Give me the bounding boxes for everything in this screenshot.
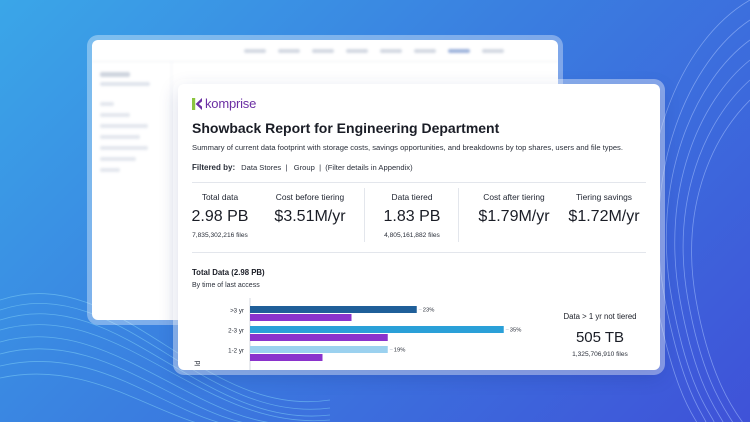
metric-subtext: 7,835,302,216 files [192,232,248,239]
metric-cost-before-tiering: Cost before tiering $3.51M/yr [264,192,356,232]
chart-category-label: 2-3 yr [228,328,244,335]
brand-logo: komprise [192,96,256,111]
chart-data-label: 35% [510,328,522,334]
metric-value: $1.79M/yr [478,208,550,225]
chart-bar-secondary [250,314,352,321]
background-sidebar [92,62,172,320]
chart-bar-secondary [250,334,388,341]
metric-subtext: 4,805,161,882 files [384,232,440,239]
komprise-logo-icon [192,97,202,110]
filter-label: Filtered by: [192,163,236,172]
chart-category-label: 1-2 yr [228,348,244,355]
chart-data-label: 19% [394,348,406,354]
data-by-last-access-chart: ld >3 yr 23% 2-3 yr 35% 1-2 yr 19% [195,298,522,370]
chart-y-axis-title: ld [195,360,202,366]
metrics-separator [364,188,365,242]
not-tiered-label: Data > 1 yr not tiered [563,312,637,321]
chart-bar-secondary [250,354,323,361]
background-nav [244,48,504,53]
metric-value: 2.98 PB [191,208,249,225]
chart-data-label: 23% [423,308,435,314]
chart-bar-primary [250,306,417,313]
chart-bar-primary [250,326,504,333]
chart-title: Total Data (2.98 PB) [192,268,265,277]
not-tiered-files: 1,325,706,910 files [572,351,628,358]
metric-cost-after-tiering: Cost after tiering $1.79M/yr [466,192,562,232]
metric-label: Tiering savings [575,192,632,202]
report-title: Showback Report for Engineering Departme… [192,120,500,136]
metric-total-data: Total data 2.98 PB 7,835,302,216 files [188,192,252,239]
brand-name: komprise [205,96,257,111]
metric-label: Total data [201,192,239,202]
metric-label: Data tiered [391,192,433,202]
metric-tiering-savings: Tiering savings $1.72M/yr [564,192,644,232]
background-app-topbar [92,40,558,62]
metric-value: $3.51M/yr [274,208,346,225]
chart-subtitle: By time of last access [192,282,260,289]
metric-label: Cost after tiering [483,192,545,202]
report-subtitle: Summary of current data footprint with s… [192,143,623,152]
chart-bar-primary [250,346,388,353]
metric-label: Cost before tiering [275,192,345,202]
chart-category-label: >3 yr [230,308,244,315]
metric-value: $1.72M/yr [568,208,640,225]
not-tiered-stat: Data > 1 yr not tiered 505 TB 1,325,706,… [550,312,650,358]
filter-items: Data Stores | Group | (Filter details in… [241,163,413,172]
filter-summary: Filtered by: Data Stores | Group | (Filt… [192,163,413,172]
metrics-bottom-divider [192,252,646,253]
metric-value: 1.83 PB [383,208,441,225]
showback-report-card: komprise Showback Report for Engineering… [178,84,660,370]
metric-data-tiered: Data tiered 1.83 PB 4,805,161,882 files [372,192,452,239]
metrics-top-divider [192,182,646,183]
metrics-separator [458,188,459,242]
not-tiered-value: 505 TB [575,329,625,346]
